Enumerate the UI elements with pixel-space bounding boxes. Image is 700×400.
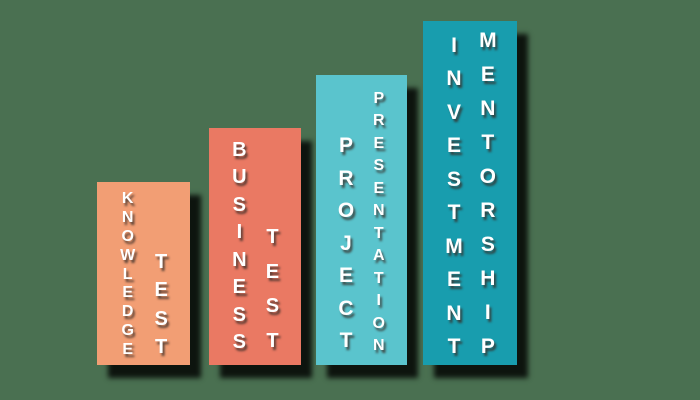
letter: T xyxy=(266,329,279,352)
letter: E xyxy=(154,279,168,302)
letter: W xyxy=(120,246,136,264)
letter: T xyxy=(373,224,384,242)
letter: N xyxy=(480,97,496,120)
letter: I xyxy=(484,301,491,324)
letter: E xyxy=(339,264,354,287)
letter: I xyxy=(451,34,457,57)
letter: E xyxy=(373,179,385,197)
letter: E xyxy=(265,260,280,283)
letter: L xyxy=(122,265,133,283)
letter: E xyxy=(446,268,461,292)
letter: T xyxy=(447,201,461,225)
letter: R xyxy=(338,166,354,190)
letter: E xyxy=(480,63,495,86)
letter: T xyxy=(481,131,495,154)
letter: T xyxy=(339,329,353,352)
letter: N xyxy=(232,248,247,271)
letter: I xyxy=(376,292,381,310)
letter: N xyxy=(446,301,462,325)
letter: O xyxy=(337,199,355,222)
letter: E xyxy=(446,134,461,158)
letter: T xyxy=(155,251,168,273)
letter: S xyxy=(232,330,247,353)
letter: S xyxy=(154,307,168,330)
letter: O xyxy=(121,227,134,245)
letter: P xyxy=(480,335,495,358)
letter: J xyxy=(340,231,352,255)
letter: M xyxy=(445,234,463,258)
letter: U xyxy=(232,166,247,189)
letter: N xyxy=(373,336,385,354)
letter: A xyxy=(373,247,385,265)
letter: P xyxy=(373,90,385,107)
letter: R xyxy=(480,199,496,222)
letter: G xyxy=(121,322,134,340)
letter: S xyxy=(232,303,247,326)
letter: S xyxy=(480,233,495,256)
letter: C xyxy=(338,296,354,320)
letter: B xyxy=(232,139,247,161)
letter: O xyxy=(479,165,497,188)
letter: H xyxy=(480,267,496,290)
letter: E xyxy=(373,134,385,152)
letter: E xyxy=(122,284,134,302)
letter: S xyxy=(446,167,461,191)
letter: R xyxy=(373,112,385,130)
letter: O xyxy=(372,314,385,332)
letter: N xyxy=(121,208,134,226)
letter: S xyxy=(232,193,247,216)
letter: E xyxy=(232,276,247,299)
letter: K xyxy=(121,190,134,207)
letter: S xyxy=(265,295,280,318)
letter: N xyxy=(373,202,385,220)
letter: I xyxy=(236,221,243,244)
letter: M xyxy=(479,29,497,52)
letter: S xyxy=(373,157,385,175)
letter: T xyxy=(447,334,461,358)
letter: T xyxy=(266,226,279,248)
letter: N xyxy=(446,67,462,91)
letter: T xyxy=(155,335,168,358)
letter: E xyxy=(122,341,134,358)
letter: V xyxy=(446,100,461,124)
letter: P xyxy=(339,134,354,157)
letter: T xyxy=(373,269,384,287)
letter: D xyxy=(121,303,134,321)
